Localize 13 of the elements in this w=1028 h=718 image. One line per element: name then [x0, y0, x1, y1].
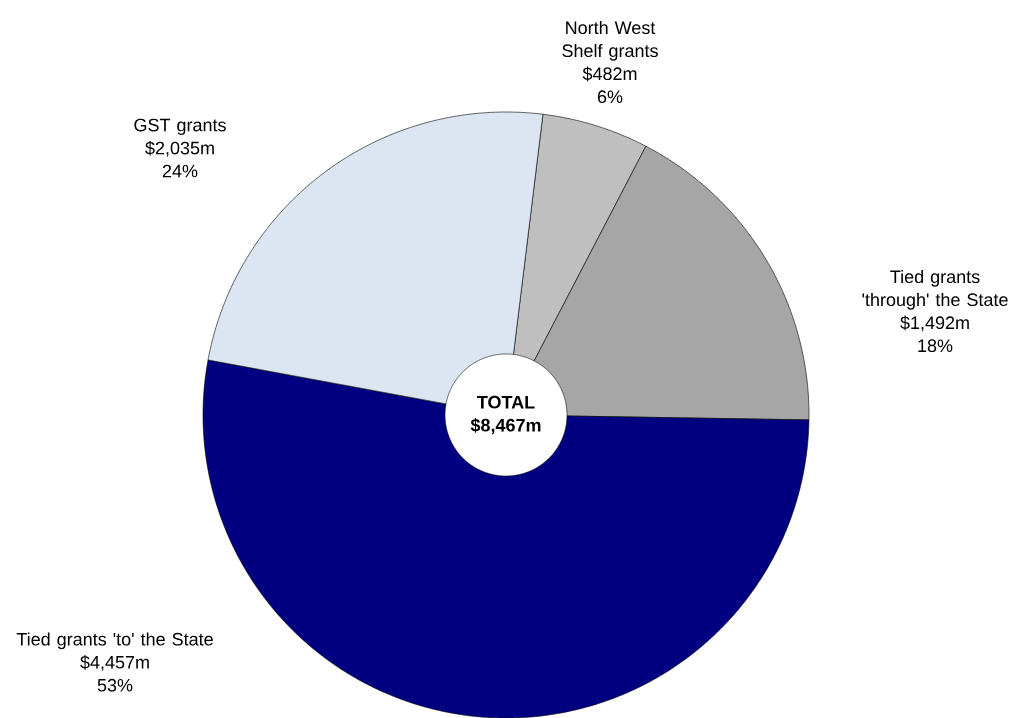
text: 53%: [97, 678, 133, 692]
slice-label: GST grants: [134, 118, 226, 135]
slice-label: North West Shelf grants: [562, 20, 658, 61]
text: TOTAL $8,467m: [470, 395, 541, 435]
slice-label: Tied grants 'through' the State: [862, 269, 1008, 310]
data-label: $2,035m: [145, 140, 214, 157]
data-label: $1,492m: [900, 315, 969, 332]
slice-label: Tied grants 'to' the State: [16, 632, 213, 650]
text: 6%: [597, 90, 623, 104]
text: 24%: [162, 164, 198, 178]
data-label: $4,457m: [80, 655, 149, 671]
data-label: $482m: [582, 66, 637, 82]
text: 18%: [918, 339, 953, 353]
